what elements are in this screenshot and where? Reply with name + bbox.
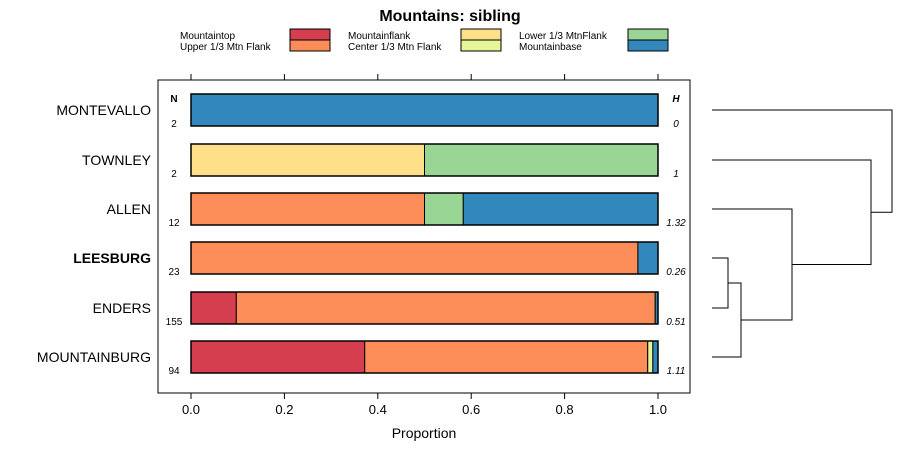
category-label: TOWNLEY [82, 152, 152, 168]
x-tick-label: 1.0 [649, 402, 667, 417]
bar-segment [190, 291, 237, 325]
legend-label: Center 1/3 Mtn Flank [348, 42, 442, 53]
dendrogram-link [712, 109, 893, 213]
legend-swatch [627, 28, 669, 41]
x-tick-label: 0.6 [462, 402, 480, 417]
legend-swatch [460, 28, 502, 41]
bar-outline [190, 291, 659, 325]
bar-outline [190, 143, 659, 177]
legend-swatch [289, 28, 331, 41]
chart-title: Mountains: sibling [379, 8, 520, 25]
bar-segment [190, 340, 366, 374]
n-column-header: N [170, 94, 177, 105]
h-value: 0.26 [666, 267, 686, 278]
legend-swatch [460, 39, 502, 52]
h-value: 1 [673, 169, 679, 180]
legend-label: Lower 1/3 MtnFlank [519, 31, 608, 42]
bar-segment [190, 192, 425, 226]
bar-outline [190, 93, 659, 127]
legend-swatch [289, 39, 331, 52]
n-value: 155 [166, 317, 183, 328]
bar-segment [190, 93, 659, 127]
n-value: 23 [168, 267, 180, 278]
h-value: 0 [673, 119, 679, 130]
bar-segment [190, 241, 639, 275]
dendrogram [712, 109, 893, 358]
row-labels: MONTEVALLO 2 0 TOWNLEY 2 1 ALLEN 12 1.32 LEESBURG… [37, 102, 686, 377]
category-label: MOUNTAINBURG [37, 349, 151, 365]
bar-segment [652, 340, 659, 374]
dendrogram-link [712, 257, 729, 309]
x-tick-label: 0.0 [182, 402, 200, 417]
n-value: 2 [171, 169, 177, 180]
x-axis: 0.0 0.2 0.4 0.6 0.8 1.0 [182, 74, 667, 417]
dendrogram-link [712, 208, 793, 321]
category-label: MONTEVALLO [56, 102, 151, 118]
plot-frame [157, 79, 691, 394]
bar-segment [424, 143, 659, 177]
bar-segment [235, 291, 656, 325]
legend-label: Mountaintop [180, 31, 235, 42]
bar-segment [462, 192, 659, 226]
x-axis-label: Proportion [392, 425, 457, 441]
legend-label: Mountainbase [519, 42, 582, 53]
n-value: 94 [168, 366, 180, 377]
x-tick-label: 0.2 [275, 402, 293, 417]
h-value: 1.32 [666, 218, 686, 229]
x-tick-label: 0.4 [369, 402, 387, 417]
category-label: ALLEN [107, 201, 151, 217]
dendrogram-link [712, 282, 742, 358]
legend-swatch [627, 39, 669, 52]
bar-segment [424, 192, 464, 226]
h-column-header: H [672, 94, 680, 105]
bar-outline [190, 192, 659, 226]
h-value: 0.51 [666, 317, 685, 328]
x-tick-label: 0.8 [556, 402, 574, 417]
legend-label: Upper 1/3 Mtn Flank [180, 42, 272, 53]
bar-segment [647, 340, 654, 374]
legend-label: Mountainflank [348, 31, 411, 42]
bar-segment [637, 241, 659, 275]
bar-outline [190, 241, 659, 275]
category-label: LEESBURG [73, 250, 151, 266]
h-value: 1.11 [667, 366, 686, 377]
bar-outline [190, 340, 659, 374]
bar-segment [364, 340, 649, 374]
bars [190, 93, 659, 374]
n-value: 2 [171, 119, 177, 130]
n-value: 12 [168, 218, 180, 229]
bar-segment [190, 143, 425, 177]
category-label: ENDERS [93, 300, 151, 316]
